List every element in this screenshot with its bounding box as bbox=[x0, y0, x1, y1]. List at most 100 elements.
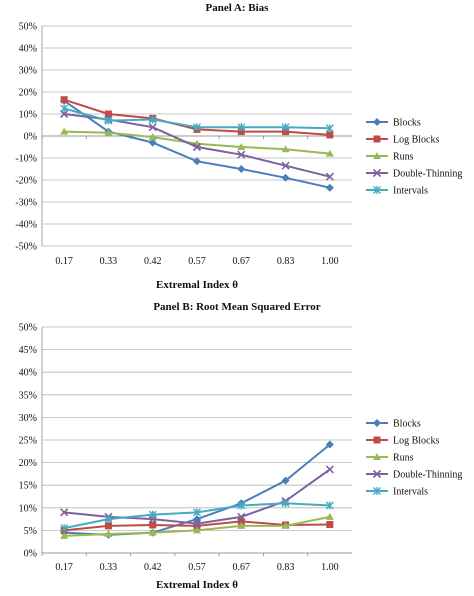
legend-marker bbox=[373, 487, 381, 495]
legend-marker bbox=[373, 453, 381, 460]
data-point bbox=[237, 521, 246, 529]
data-point bbox=[60, 524, 69, 533]
data-point bbox=[60, 508, 69, 517]
panel-a-legend: Blocks Log Blocks Runs Double-Thinning Inter… bbox=[366, 118, 462, 197]
data-point bbox=[325, 465, 334, 474]
data-point bbox=[325, 440, 334, 449]
x-tick-label: 0.33 bbox=[100, 562, 118, 573]
x-tick-label: 0.42 bbox=[144, 256, 162, 267]
data-point bbox=[148, 133, 157, 141]
panel-a-gridlines bbox=[41, 25, 352, 247]
y-tick-label: -40% bbox=[15, 220, 37, 231]
data-point bbox=[193, 123, 201, 132]
panel-a-series bbox=[60, 96, 334, 192]
data-point bbox=[192, 519, 202, 528]
data-point bbox=[325, 124, 334, 133]
data-point bbox=[193, 522, 201, 530]
data-point bbox=[104, 110, 112, 118]
data-point bbox=[148, 510, 157, 519]
data-point bbox=[193, 508, 201, 517]
data-point bbox=[193, 157, 201, 166]
data-point bbox=[325, 512, 334, 520]
data-point bbox=[237, 165, 246, 173]
data-point bbox=[326, 131, 334, 139]
data-point bbox=[104, 530, 113, 538]
data-point bbox=[325, 149, 334, 157]
y-tick-label: -30% bbox=[15, 198, 37, 209]
panel-b-x-ticks: 0.17 0.33 0.42 0.57 0.67 0.83 1.00 bbox=[41, 553, 339, 573]
panel-a-y-ticks: 50% 40% 30% 20% 10% 0% -10% -20% -30% -40% -50% bbox=[15, 22, 37, 253]
y-tick-label: -20% bbox=[15, 176, 37, 187]
panel-b-x-axis-label: Extremal Index θ bbox=[156, 579, 238, 591]
data-point bbox=[60, 531, 69, 539]
legend-marker bbox=[373, 186, 381, 194]
y-tick-label: 20% bbox=[19, 458, 37, 469]
legend-label: Runs bbox=[393, 453, 414, 464]
panel-a-x-axis-label: Extremal Index θ bbox=[156, 279, 238, 291]
data-point bbox=[325, 172, 334, 181]
y-tick-label: -10% bbox=[15, 154, 37, 165]
panel-a-x-ticks: 0.17 0.33 0.42 0.57 0.67 0.83 1.00 bbox=[41, 136, 339, 267]
legend-marker bbox=[373, 135, 381, 143]
y-tick-label: -50% bbox=[15, 242, 37, 253]
panel-b-legend: Blocks Log Blocks Runs Double-Thinning Inter… bbox=[366, 419, 462, 498]
y-tick-label: 35% bbox=[19, 390, 37, 401]
panel-b-y-ticks: 50% 45% 40% 35% 30% 25% 20% 15% 10% 5% 0% bbox=[19, 323, 37, 560]
legend-label: Blocks bbox=[393, 419, 421, 430]
legend-marker bbox=[372, 469, 382, 479]
data-point bbox=[192, 142, 202, 152]
y-tick-label: 15% bbox=[19, 481, 37, 492]
data-point bbox=[281, 476, 290, 485]
y-tick-label: 40% bbox=[19, 44, 37, 55]
legend-label: Log Blocks bbox=[393, 436, 439, 447]
legend-marker bbox=[372, 168, 382, 178]
data-point bbox=[60, 104, 69, 113]
x-tick-label: 0.83 bbox=[277, 256, 295, 267]
x-tick-label: 0.67 bbox=[233, 562, 251, 573]
y-tick-label: 50% bbox=[19, 22, 37, 33]
data-point bbox=[148, 123, 157, 132]
x-tick-label: 0.83 bbox=[277, 562, 295, 573]
legend-label: Double-Thinning bbox=[393, 470, 462, 481]
x-tick-label: 0.42 bbox=[144, 562, 162, 573]
y-tick-label: 10% bbox=[19, 110, 37, 121]
panel-b-series bbox=[60, 440, 334, 539]
y-tick-label: 0% bbox=[24, 132, 37, 143]
data-point bbox=[237, 150, 246, 159]
data-point bbox=[281, 161, 290, 170]
y-tick-label: 25% bbox=[19, 436, 37, 447]
legend-label: Double-Thinning bbox=[393, 169, 462, 180]
panel-a: Panel A: Bias 50% 40% 30% 20% 10% 0% -10% -20% -… bbox=[15, 2, 462, 291]
x-tick-label: 1.00 bbox=[321, 256, 339, 267]
data-point bbox=[325, 183, 334, 192]
x-tick-label: 0.57 bbox=[188, 562, 206, 573]
y-tick-label: 10% bbox=[19, 503, 37, 514]
data-point bbox=[237, 143, 246, 150]
x-tick-label: 0.33 bbox=[100, 256, 118, 267]
y-tick-label: 5% bbox=[24, 526, 37, 537]
y-tick-label: 30% bbox=[19, 66, 37, 77]
data-point bbox=[281, 173, 290, 182]
x-tick-label: 0.17 bbox=[55, 562, 73, 573]
data-point bbox=[237, 512, 246, 521]
legend-label: Intervals bbox=[393, 487, 428, 498]
panel-b-title: Panel B: Root Mean Squared Error bbox=[153, 301, 320, 313]
data-point bbox=[148, 115, 157, 124]
data-point bbox=[104, 515, 113, 524]
x-tick-label: 0.17 bbox=[55, 256, 73, 267]
data-point bbox=[281, 123, 290, 132]
legend-label: Intervals bbox=[393, 186, 428, 197]
y-tick-label: 30% bbox=[19, 413, 37, 424]
y-tick-label: 0% bbox=[24, 549, 37, 560]
data-point bbox=[193, 526, 201, 534]
x-tick-label: 1.00 bbox=[321, 562, 339, 573]
data-point bbox=[104, 116, 113, 125]
data-point bbox=[104, 128, 113, 136]
x-tick-label: 0.57 bbox=[188, 256, 206, 267]
data-point bbox=[281, 521, 290, 529]
data-point bbox=[281, 145, 290, 153]
data-point bbox=[325, 501, 334, 510]
data-point bbox=[104, 522, 112, 530]
data-point bbox=[148, 138, 157, 147]
